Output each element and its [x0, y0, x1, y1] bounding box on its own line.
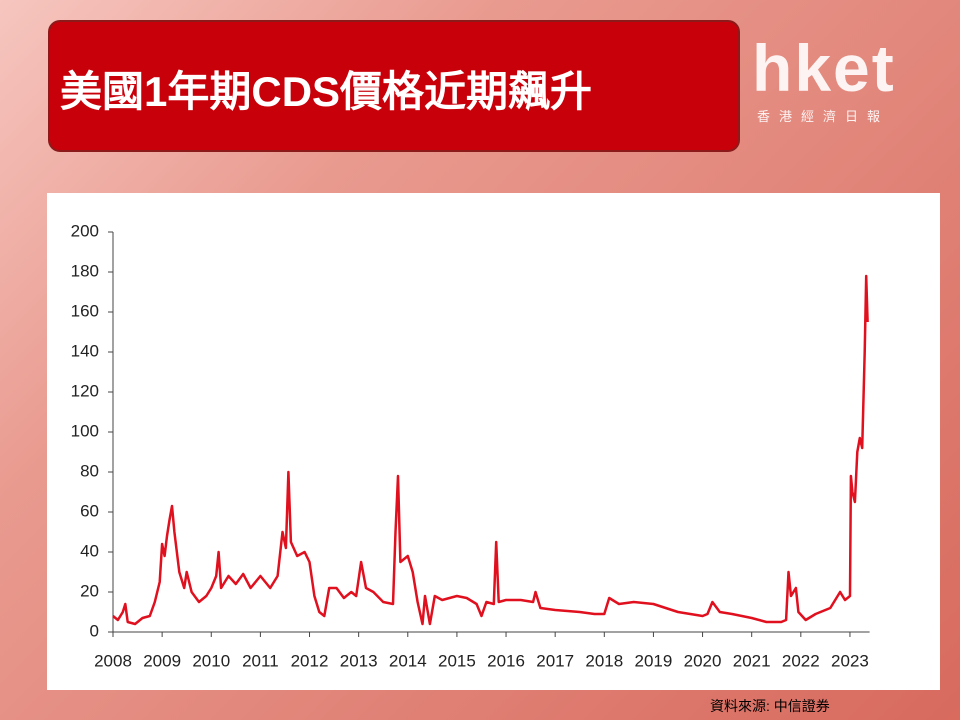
x-tick-label: 2020: [684, 651, 722, 670]
title-box: [48, 20, 740, 152]
x-tick-label: 2013: [340, 651, 378, 670]
x-tick-label: 2011: [242, 651, 279, 670]
x-tick-label: 2019: [635, 651, 673, 670]
x-tick-label: 2015: [438, 651, 476, 670]
y-tick-label: 40: [80, 541, 99, 560]
x-tick-label: 2023: [831, 651, 869, 670]
x-tick-label: 2009: [143, 651, 181, 670]
y-tick-label: 160: [71, 301, 99, 320]
x-tick-label: 2008: [94, 651, 132, 670]
chart-panel: 0 20 40 60 80 100 120 140 160 180 200 2008 2009 2010 2…: [47, 193, 940, 690]
y-tick-label: 60: [80, 501, 99, 520]
y-tick-label: 0: [90, 621, 99, 640]
source: 資料來源: 中信證券: [710, 698, 830, 714]
x-tick-label: 2012: [291, 651, 329, 670]
x-tick-label: 2014: [389, 651, 427, 670]
y-tick-label: 100: [71, 421, 99, 440]
logo: hket: [752, 31, 896, 105]
logo-subtitle: 香港經濟日報: [757, 109, 890, 124]
x-tick-label: 2021: [733, 651, 771, 670]
y-tick-label: 180: [71, 261, 99, 280]
x-tick-label: 2017: [536, 651, 574, 670]
x-tick-label: 2022: [782, 651, 820, 670]
x-tick-label: 2018: [585, 651, 623, 670]
chart: 0 20 40 60 80 100 120 140 160 180 200 2008 2009 2010 2…: [71, 221, 870, 670]
y-tick-label: 200: [71, 221, 99, 240]
y-tick-label: 80: [80, 461, 99, 480]
title: 美國1年期CDS價格近期飆升: [60, 68, 593, 115]
cds-line: [112, 274, 869, 626]
y-tick-label: 120: [71, 381, 99, 400]
y-tick-label: 140: [71, 341, 99, 360]
y-tick-label: 20: [80, 581, 99, 600]
x-tick-label: 2010: [192, 651, 230, 670]
x-tick-label: 2016: [487, 651, 525, 670]
